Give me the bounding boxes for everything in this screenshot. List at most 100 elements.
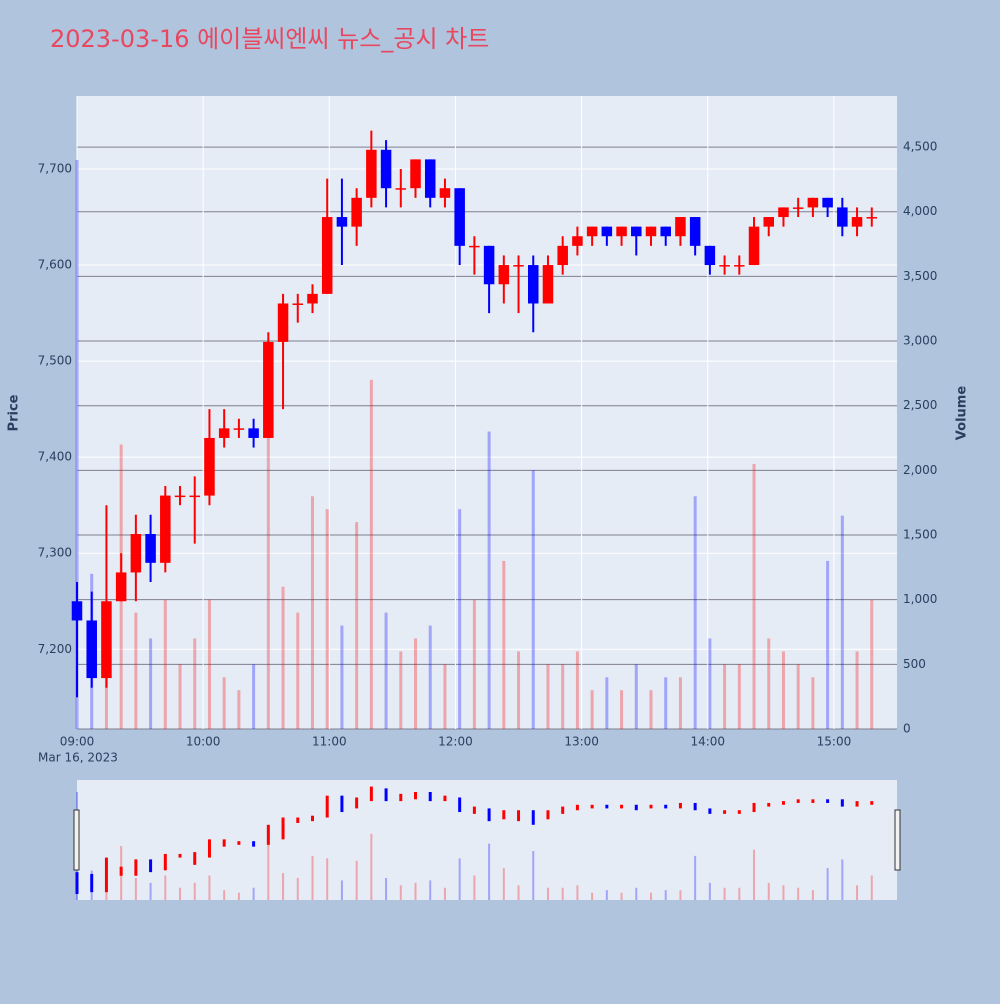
volume-bar	[75, 160, 79, 729]
volume-bar	[826, 560, 830, 729]
mini-volume-bar	[753, 849, 756, 900]
y2-tick-label: 1,000	[903, 592, 937, 606]
volume-bar	[134, 612, 138, 729]
volume-bar	[575, 651, 579, 729]
candle-body	[837, 207, 848, 227]
candle-body	[528, 265, 539, 304]
candle-body	[410, 159, 421, 189]
volume-bar	[384, 612, 388, 729]
candle-body	[483, 245, 495, 285]
mini-volume-bar	[708, 882, 711, 900]
x-tick-label: 09:00	[60, 735, 95, 749]
mini-volume-bar	[826, 868, 829, 900]
y2-tick-label: 3,500	[903, 269, 937, 283]
candle-body	[115, 572, 127, 602]
candle-body	[321, 217, 333, 294]
volume-bar	[561, 664, 565, 729]
candle-body	[586, 226, 598, 237]
candle-body	[130, 534, 142, 573]
mini-volume-bar	[517, 885, 520, 900]
volume-bar	[531, 470, 535, 729]
candle-body	[778, 207, 789, 218]
x-tick-label: 15:00	[817, 735, 852, 749]
candle-body	[71, 601, 83, 621]
volume-bar	[428, 625, 432, 729]
mini-volume-bar	[870, 875, 873, 900]
mini-volume-bar	[620, 892, 623, 900]
mini-volume-bar	[134, 877, 137, 900]
volume-bar	[458, 509, 462, 729]
volume-bar	[855, 651, 859, 729]
candle-body	[248, 428, 259, 438]
volume-bar	[796, 664, 800, 729]
mini-volume-bar	[429, 880, 432, 900]
volume-bar	[678, 677, 682, 729]
candle-body	[277, 303, 289, 342]
mini-volume-bar	[267, 836, 270, 900]
date-label: Mar 16, 2023	[38, 751, 118, 765]
candle-body	[366, 149, 377, 198]
candle-body	[734, 265, 745, 267]
mini-volume-bar	[326, 858, 329, 900]
volume-bar	[620, 690, 624, 729]
candle-body	[469, 245, 480, 248]
candle-body	[851, 217, 863, 227]
mini-volume-bar	[443, 887, 446, 900]
mini-volume-bar	[532, 850, 535, 900]
mini-volume-bar	[635, 887, 638, 900]
volume-bar	[590, 690, 594, 729]
mini-volume-bar	[458, 858, 461, 900]
mini-volume-bar	[679, 890, 682, 900]
candle-body	[792, 207, 804, 209]
y2-tick-label: 3,000	[903, 334, 937, 348]
range-slider[interactable]	[77, 780, 897, 900]
mini-volume-bar	[149, 882, 152, 900]
volume-bar	[281, 586, 285, 729]
volume-bar	[781, 651, 785, 729]
candle-body	[292, 303, 304, 305]
volume-bar	[472, 599, 476, 729]
volume-bar	[399, 651, 403, 729]
y-tick-label: 7,500	[38, 354, 72, 368]
y-tick-label: 7,700	[38, 162, 72, 176]
volume-bar	[252, 664, 256, 729]
volume-bar	[708, 638, 712, 729]
mini-volume-bar	[193, 882, 196, 900]
mini-volume-bar	[650, 892, 652, 900]
volume-bar	[340, 625, 344, 729]
x-tick-label: 13:00	[564, 735, 599, 749]
candle-body	[424, 159, 436, 198]
volume-bar	[634, 664, 638, 729]
volume-bar	[752, 463, 756, 729]
mini-volume-bar	[282, 873, 285, 900]
candle-body	[336, 217, 348, 227]
range-handle-left[interactable]	[73, 809, 80, 871]
y2-axis-title: Volume	[955, 386, 970, 441]
candle-body	[454, 188, 465, 246]
volume-bar	[310, 496, 314, 729]
volume-bar	[546, 664, 550, 729]
candle-body	[395, 188, 407, 190]
mini-volume-bar	[502, 868, 505, 900]
candle-body	[748, 226, 760, 266]
x-tick-label: 10:00	[186, 735, 221, 749]
y2-tick-label: 4,500	[903, 140, 937, 154]
volume-bar	[104, 651, 108, 729]
volume-bar	[237, 690, 241, 729]
volume-bar	[222, 677, 226, 729]
mini-volume-bar	[311, 855, 314, 900]
y2-tick-label: 4,000	[903, 204, 937, 218]
volume-bar	[767, 638, 771, 729]
candle-body	[204, 437, 215, 496]
candle-body	[675, 217, 686, 237]
y-axis-title: Price	[7, 394, 22, 431]
mini-volume-bar	[296, 877, 299, 900]
y2-tick-label: 2,000	[903, 463, 937, 477]
range-handle-right[interactable]	[894, 809, 901, 871]
mini-volume-bar	[340, 880, 343, 900]
mini-volume-bar	[370, 833, 373, 900]
mini-volume-bar	[179, 887, 182, 900]
candle-body	[145, 534, 156, 563]
candle-body	[439, 188, 451, 198]
candle-body	[645, 226, 657, 237]
